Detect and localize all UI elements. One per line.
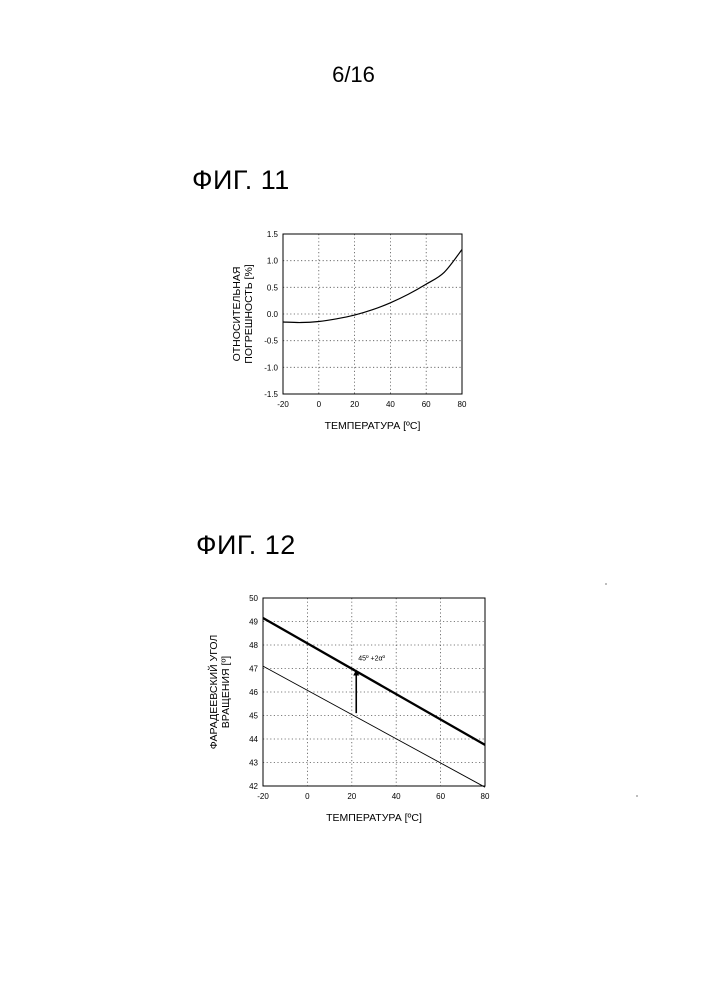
- scan-speck: [636, 795, 638, 797]
- y-axis-label: ОТНОСИТЕЛЬНАЯ: [231, 267, 243, 362]
- y-tick-label: 1.5: [267, 230, 279, 239]
- series-line-1: [263, 618, 485, 745]
- x-tick-label: 0: [317, 400, 322, 409]
- y-tick-label: 48: [249, 641, 258, 650]
- x-tick-label: 40: [386, 400, 395, 409]
- x-tick-label: 40: [392, 792, 401, 801]
- x-tick-label: 60: [422, 400, 431, 409]
- y-tick-label: 42: [249, 782, 258, 791]
- y-tick-label: -0.5: [264, 337, 278, 346]
- y-tick-label: 50: [249, 594, 258, 603]
- y-axis-label: ФАРАДЕЕВСКИЙ УГОЛ: [207, 635, 220, 750]
- y-tick-label: 0.0: [267, 310, 279, 319]
- x-tick-label: 20: [350, 400, 359, 409]
- figure-12-caption: ФИГ. 12: [196, 530, 296, 561]
- y-tick-label: 44: [249, 735, 258, 744]
- chart-relative-error: -20 0 20 40 60 80 1.5 1.0 0.5 0.0 -0.5 -1.0 -1.5 ТЕМ…: [200, 222, 490, 442]
- y-tick-label: 1.0: [267, 257, 279, 266]
- x-tick-label: 60: [436, 792, 445, 801]
- y-tick-label: 47: [249, 665, 258, 674]
- y-tick-label: -1.0: [264, 363, 278, 372]
- y-tick-label: 45: [249, 712, 258, 721]
- x-tick-label: 80: [458, 400, 467, 409]
- page-number: 6/16: [0, 62, 707, 88]
- y-tick-label: 49: [249, 618, 258, 627]
- x-tick-label: -20: [277, 400, 289, 409]
- y-axis-label: ВРАЩЕНИЯ [º]: [220, 656, 232, 729]
- y-axis-label: ПОГРЕШНОСТЬ [%]: [243, 264, 255, 363]
- scan-speck: [605, 583, 607, 585]
- annotation-label: 45º +2αº: [358, 656, 385, 663]
- x-tick-label: 20: [347, 792, 356, 801]
- y-tick-label: 46: [249, 688, 258, 697]
- y-tick-label: 43: [249, 759, 258, 768]
- x-axis-label: ТЕМПЕРАТУРА [ºC]: [325, 420, 421, 432]
- x-tick-label: -20: [257, 792, 269, 801]
- y-tick-label: -1.5: [264, 390, 278, 399]
- x-axis-label: ТЕМПЕРАТУРА [ºC]: [326, 812, 422, 824]
- x-tick-label: 80: [481, 792, 490, 801]
- figure-11-caption: ФИГ. 11: [192, 165, 290, 196]
- chart-faraday-angle: 45º +2αº -20020406080504948474645444342 …: [200, 584, 500, 834]
- x-tick-label: 0: [305, 792, 310, 801]
- y-tick-label: 0.5: [267, 283, 279, 292]
